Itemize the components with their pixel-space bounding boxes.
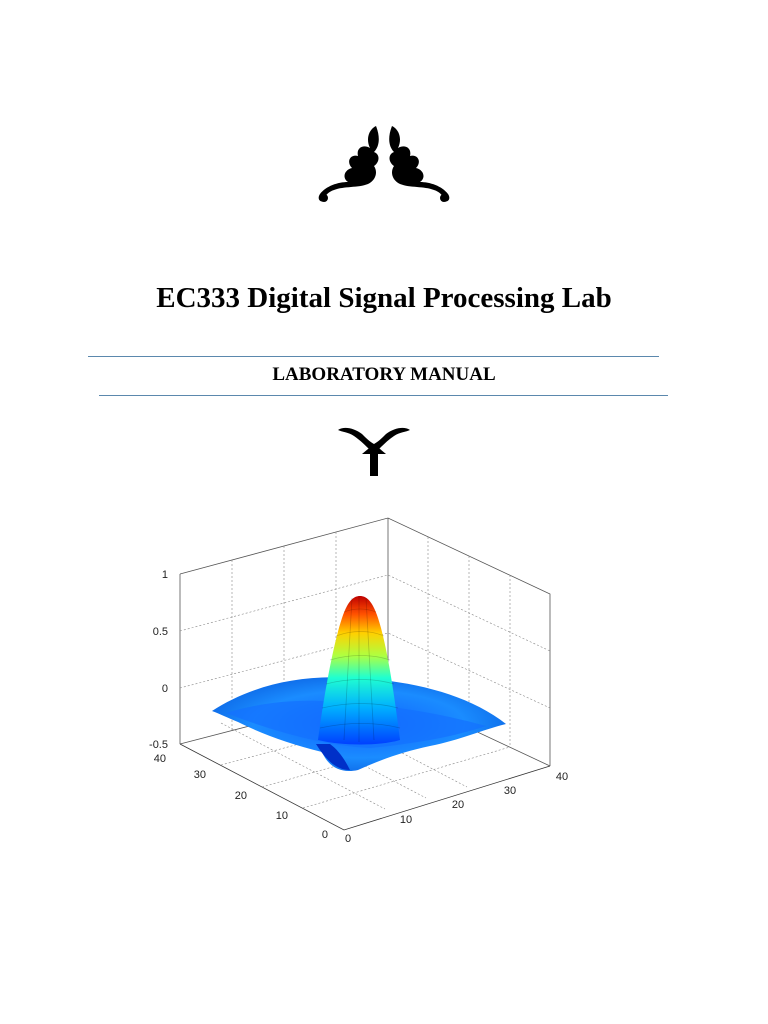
y-tick-label: 30 [194,769,206,781]
y-axis: 40 30 20 10 0 [154,753,328,841]
z-tick-label: 0 [162,683,168,695]
y-tick-label: 40 [154,753,166,765]
y-tick-label: 0 [322,829,328,841]
x-tick-label: 40 [556,771,568,783]
x-tick-label: 30 [504,785,516,797]
y-tick-label: 10 [276,810,288,822]
floral-flourish-pair-icon [318,126,450,202]
x-axis: 0 10 20 30 40 [345,771,568,845]
x-tick-label: 10 [400,814,412,826]
x-tick-label: 20 [452,799,464,811]
y-tick-label: 20 [235,790,247,802]
divider-top [88,356,659,357]
document-subtitle: LABORATORY MANUAL [272,364,496,385]
z-tick-label: -0.5 [149,739,168,751]
document-title: EC333 Digital Signal Processing Lab [156,282,612,314]
divider-bottom [99,395,668,396]
x-tick-label: 0 [345,833,351,845]
z-axis: 1 0.5 0 -0.5 [149,569,168,751]
surface-mesh [212,596,506,772]
z-tick-label: 0.5 [153,626,168,638]
fleuron-icon [338,427,410,476]
z-tick-label: 1 [162,569,168,581]
surface-plot: 1 0.5 0 -0.5 40 30 20 10 0 0 10 20 30 40 [149,517,568,845]
